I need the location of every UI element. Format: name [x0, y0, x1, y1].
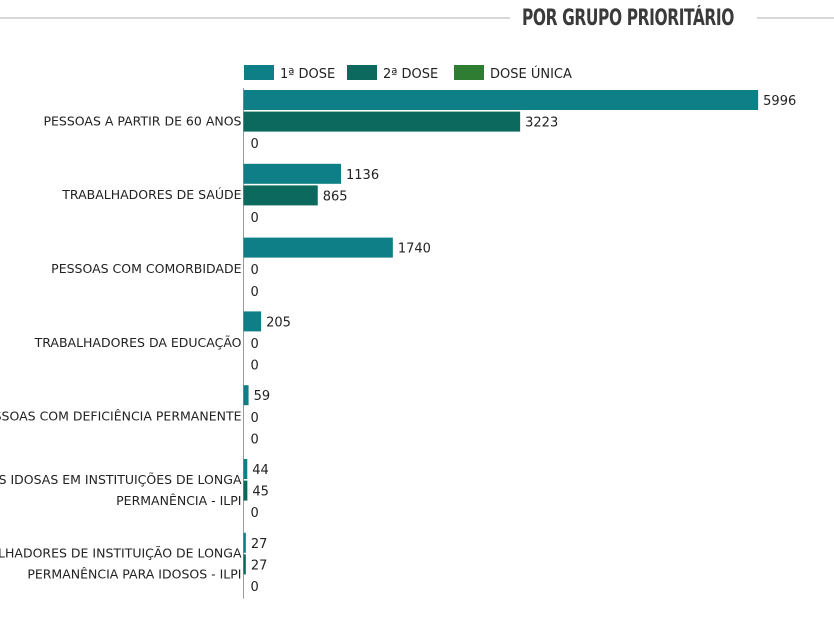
legend-label-2: 2ª DOSE [383, 67, 438, 82]
header-rule-left [0, 17, 510, 19]
bar-3-series-1 [243, 237, 393, 258]
data-label-2-series-1: 1136 [346, 168, 379, 183]
category-label-1: PESSOAS A PARTIR DE 60 ANOS [43, 113, 241, 128]
data-label-3-series-1: 1740 [398, 242, 431, 257]
bar-1-series-1 [243, 90, 759, 110]
bar-7-series-2 [243, 554, 246, 575]
legend-swatch-2 [347, 65, 377, 80]
legend-swatch-1 [244, 65, 274, 80]
data-label-7-series-2: 27 [251, 558, 268, 573]
category-label-2: TRABALHADORES DE SAÚDE [61, 187, 241, 202]
bar-1-series-2 [243, 111, 521, 132]
legend-label-3: DOSE ÚNICA [490, 66, 572, 82]
data-label-3-series-2: 0 [251, 263, 259, 278]
legend-label-1: 1ª DOSE [280, 67, 335, 82]
header-rule-right [757, 17, 834, 19]
bar-2-series-1 [243, 163, 342, 184]
data-label-5-series-2: 0 [251, 411, 259, 426]
category-label-6-line-1: PESSOAS IDOSAS EM INSTITUIÇÕES DE LONGA [0, 472, 242, 487]
bar-4-series-1 [243, 311, 262, 332]
category-label-3: PESSOAS COM COMORBIDADE [51, 261, 241, 276]
data-label-2-series-2: 865 [323, 189, 348, 204]
data-label-5-series-3: 0 [251, 432, 259, 447]
category-label-6-line-2: PERMANÊNCIA - ILPI [116, 493, 241, 508]
data-label-5-series-1: 59 [254, 389, 271, 404]
data-label-6-series-2: 45 [252, 485, 269, 500]
data-label-7-series-3: 0 [251, 580, 259, 595]
data-label-4-series-2: 0 [251, 337, 259, 352]
data-label-1-series-3: 0 [251, 137, 259, 152]
category-label-4: TRABALHADORES DA EDUCAÇÃO [34, 335, 242, 350]
data-label-6-series-3: 0 [251, 506, 259, 521]
bar-6-series-2 [243, 480, 248, 501]
bar-6-series-1 [243, 459, 248, 479]
category-label-7-line-1: TRABALHADORES DE INSTITUIÇÃO DE LONGA [0, 546, 242, 561]
data-label-1-series-1: 5996 [763, 94, 796, 109]
data-label-6-series-1: 44 [252, 463, 269, 478]
data-label-4-series-3: 0 [251, 359, 259, 374]
data-label-3-series-3: 0 [251, 285, 259, 300]
bar-5-series-1 [243, 385, 249, 406]
legend-swatch-3 [454, 65, 484, 80]
category-label-5: PESSOAS COM DEFICIÊNCIA PERMANENTE [0, 409, 242, 424]
data-label-7-series-1: 27 [251, 537, 268, 552]
page-title: POR GRUPO PRIORITÁRIO [522, 6, 735, 31]
bar-2-series-2 [243, 185, 318, 206]
data-label-4-series-1: 205 [266, 315, 291, 330]
data-label-1-series-2: 3223 [525, 116, 558, 131]
data-label-2-series-3: 0 [251, 211, 259, 226]
bar-7-series-1 [243, 532, 246, 553]
category-label-7-line-2: PERMANÊNCIA PARA IDOSOS - ILPI [27, 567, 241, 582]
